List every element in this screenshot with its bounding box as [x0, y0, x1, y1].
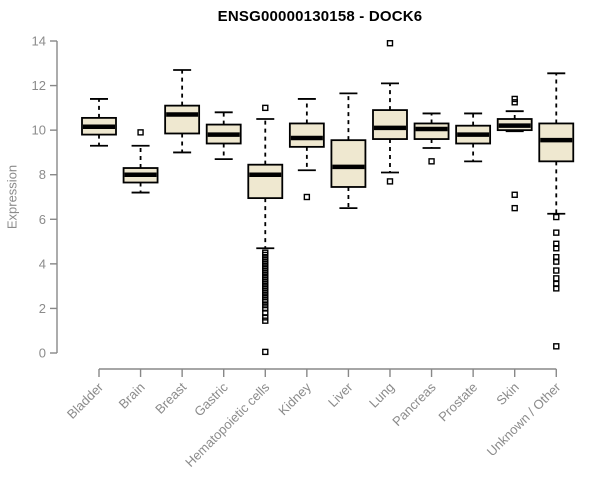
- x-tick-label: Gastric: [191, 379, 231, 419]
- y-tick-label: 6: [39, 212, 46, 227]
- outlier-point: [262, 104, 269, 112]
- outlier-point: [553, 258, 560, 265]
- box-skin: [496, 95, 533, 212]
- x-tick-label: Lung: [366, 380, 397, 411]
- outlier-point: [262, 298, 269, 305]
- iqr-box: [330, 139, 367, 188]
- outlier-point: [303, 193, 311, 201]
- box-unknown-other: [538, 72, 575, 350]
- outlier-point: [553, 213, 560, 221]
- box-kidney: [288, 98, 325, 201]
- y-tick-label: 12: [32, 78, 46, 93]
- box-hematopoietic-cells: [247, 104, 284, 356]
- y-tick-label: 2: [39, 301, 46, 316]
- x-tick-label: Pancreas: [389, 379, 439, 429]
- iqr-box: [164, 104, 201, 135]
- y-tick-label: 8: [39, 167, 46, 182]
- y-tick-label: 14: [32, 34, 46, 49]
- outlier-point: [262, 301, 269, 309]
- outlier-point: [511, 99, 518, 106]
- outlier-point: [553, 267, 560, 274]
- box-pancreas: [413, 112, 450, 165]
- x-tick-label: Brain: [116, 380, 148, 412]
- outlier-point: [553, 245, 560, 252]
- x-tick-label: Bladder: [64, 379, 107, 422]
- x-tick-label: Prostate: [435, 380, 480, 425]
- x-tick-label: Breast: [152, 379, 189, 416]
- outlier-point: [386, 178, 394, 185]
- outlier-point: [511, 191, 518, 198]
- outlier-point: [137, 129, 144, 136]
- y-tick-label: 4: [39, 256, 46, 271]
- y-tick-label: 0: [39, 346, 46, 361]
- outlier-point: [428, 158, 435, 165]
- chart-title: ENSG00000130158 - DOCK6: [217, 8, 423, 25]
- x-tick-label: Skin: [493, 380, 521, 408]
- outlier-point: [511, 95, 518, 103]
- outlier-point: [553, 275, 560, 282]
- box-bladder: [81, 98, 117, 147]
- outlier-point: [553, 343, 560, 350]
- x-tick-label: Liver: [325, 379, 356, 410]
- outlier-point: [553, 285, 560, 292]
- y-axis-label: Expression: [4, 164, 20, 230]
- box-breast: [164, 69, 201, 154]
- outlier-point: [262, 314, 269, 321]
- box-brain: [122, 129, 159, 194]
- y-tick-label: 10: [32, 123, 46, 138]
- iqr-box: [372, 109, 408, 140]
- outlier-point: [553, 229, 560, 236]
- x-tick-label: Unknown / Other: [484, 379, 564, 459]
- box-liver: [330, 92, 367, 210]
- x-tick-label: Kidney: [275, 379, 314, 418]
- box-gastric: [205, 111, 242, 161]
- outlier-point: [386, 40, 394, 47]
- outlier-point: [262, 317, 269, 324]
- outlier-point: [511, 204, 518, 212]
- iqr-box: [247, 163, 284, 200]
- box-prostate: [455, 112, 492, 163]
- outlier-point: [262, 348, 269, 356]
- box-lung: [372, 40, 408, 185]
- iqr-box: [288, 122, 325, 148]
